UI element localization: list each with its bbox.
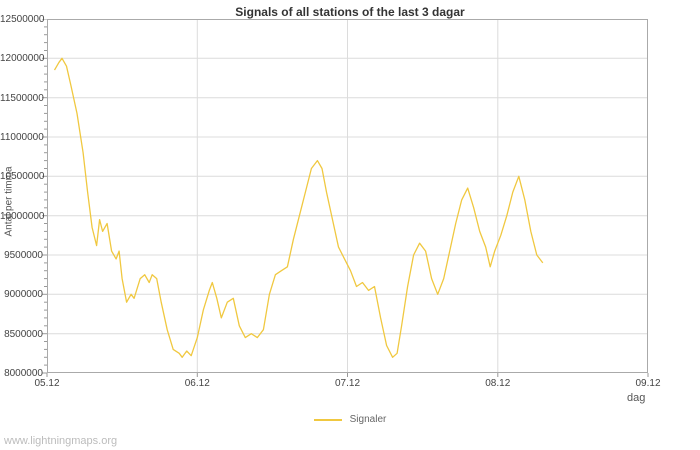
y-axis-label: Antal per timma bbox=[3, 166, 15, 237]
x-tick-label: 08.12 bbox=[485, 378, 511, 389]
chart-title: Signals of all stations of the last 3 da… bbox=[235, 5, 465, 19]
y-tick-label: 10000000 bbox=[0, 210, 45, 222]
legend-series-label: Signaler bbox=[349, 414, 387, 425]
plot-area bbox=[42, 19, 649, 377]
x-tick-label: 06.12 bbox=[184, 378, 210, 389]
y-tick-label: 8500000 bbox=[4, 328, 43, 340]
legend-line-swatch bbox=[313, 418, 342, 421]
x-tick-label: 09.12 bbox=[635, 378, 661, 389]
watermark-text: www.lightningmaps.org bbox=[4, 435, 118, 447]
x-axis-label: dag bbox=[627, 392, 646, 404]
y-tick-label: 11500000 bbox=[0, 92, 44, 104]
signals-series-line bbox=[53, 57, 544, 358]
x-tick-label: 05.12 bbox=[34, 378, 60, 389]
y-tick-label: 8000000 bbox=[4, 368, 43, 379]
legend: Signaler bbox=[0, 414, 700, 425]
y-tick-label: 9500000 bbox=[4, 250, 43, 261]
y-tick-label: 12000000 bbox=[0, 53, 45, 65]
y-tick-label: 10500000 bbox=[0, 171, 45, 183]
plot-border bbox=[47, 19, 648, 373]
y-tick-label: 9000000 bbox=[4, 289, 43, 301]
y-tick-label: 11000000 bbox=[0, 132, 44, 143]
y-tick-label: 12500000 bbox=[0, 14, 45, 25]
x-tick-label: 07.12 bbox=[334, 378, 361, 389]
